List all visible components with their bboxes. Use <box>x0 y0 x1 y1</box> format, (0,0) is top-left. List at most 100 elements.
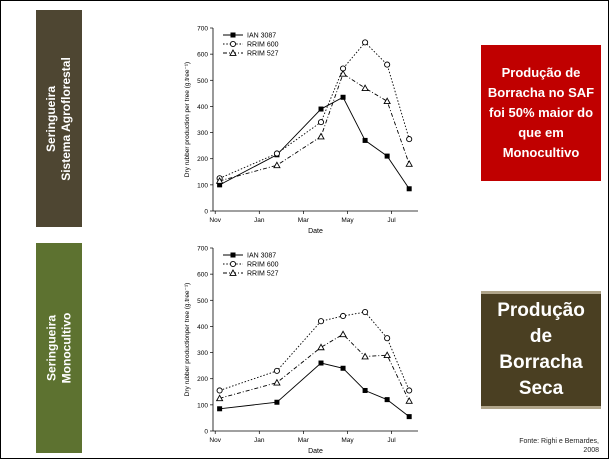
data-point <box>217 182 223 188</box>
series-line <box>219 333 410 402</box>
data-point <box>317 343 325 351</box>
y-tick-label: 500 <box>197 78 208 85</box>
legend-marker <box>229 49 237 56</box>
data-point <box>384 335 391 342</box>
sidebar-bottom-line1: Seringueira <box>44 314 59 382</box>
series-line <box>219 73 410 182</box>
callout-dry-rubber: Produção de Borracha Seca <box>481 291 601 409</box>
x-axis-label: Date <box>308 448 323 455</box>
y-tick-label: 700 <box>197 246 208 253</box>
series-ian-3087 <box>217 360 412 420</box>
x-tick-label: May <box>341 217 354 224</box>
y-axis-label: Dry rubber production per tree (g.tree⁻¹… <box>184 62 191 177</box>
x-tick-label: Nov <box>209 217 221 224</box>
data-point <box>217 406 223 412</box>
legend-marker <box>230 252 236 258</box>
legend-entry: RRIM 527 <box>247 271 279 278</box>
legend-entry: RRIM 600 <box>247 262 279 269</box>
data-point <box>215 394 224 402</box>
data-point <box>216 387 223 394</box>
data-point <box>362 137 368 143</box>
data-point <box>361 352 369 360</box>
source-citation: Fonte: Righi e Bernardes, 2008 <box>519 438 599 454</box>
x-tick-label: Jan <box>254 217 265 224</box>
data-point <box>405 397 413 404</box>
chart-agroforestry: 0 100 200 300 400 500 600 700 Nov Jan Mar May Jul Dat… <box>184 26 418 235</box>
y-tick-label: 700 <box>197 26 208 33</box>
data-point <box>340 94 346 100</box>
data-point <box>273 378 281 386</box>
data-point <box>405 160 413 167</box>
x-axis-label: Date <box>308 228 323 235</box>
data-point <box>340 365 346 371</box>
y-tick-label: 200 <box>197 376 208 383</box>
y-tick-label: 100 <box>197 402 208 409</box>
legend-marker <box>230 32 236 38</box>
data-point <box>317 119 325 126</box>
data-point <box>318 360 324 366</box>
y-tick-label: 300 <box>197 130 208 137</box>
series-rrim-600 <box>216 309 413 394</box>
legend-entry: RRIM 600 <box>247 42 279 49</box>
y-tick-label: 200 <box>197 156 208 163</box>
data-point <box>362 39 369 46</box>
callout-dry-rubber-text: Produção de Borracha Seca <box>497 300 585 399</box>
sidebar-agroforestry: Seringueira Sistema Agroflorestal <box>36 10 82 227</box>
x-tick-label: Jul <box>387 217 396 224</box>
y-tick-label: 500 <box>197 298 208 305</box>
series-ian-3087 <box>217 94 412 192</box>
data-point <box>406 186 412 192</box>
legend-entry: IAN 3087 <box>247 253 276 260</box>
y-tick-label: 400 <box>197 104 208 111</box>
data-point <box>215 177 224 184</box>
y-axis-label: Dry rubber productionper tree (g.tree⁻¹) <box>184 283 191 397</box>
data-point <box>406 414 412 420</box>
data-point <box>361 84 369 91</box>
data-point <box>384 153 390 159</box>
legend-entry: IAN 3087 <box>247 33 276 40</box>
data-point <box>383 351 391 359</box>
series-rrim-527 <box>215 330 413 404</box>
sidebar-top-line2: Sistema Agroflorestal <box>59 56 73 181</box>
data-point <box>339 330 347 338</box>
y-tick-label: 100 <box>197 182 208 189</box>
data-point <box>406 387 413 394</box>
series-line <box>219 362 410 417</box>
sidebar-bottom-line2: Monocultivo <box>59 312 74 384</box>
x-tick-label: Mar <box>298 217 310 224</box>
legend-marker <box>229 260 237 268</box>
series-line <box>219 96 410 190</box>
series-rrim-527 <box>215 69 413 184</box>
x-tick-label: Jul <box>387 437 396 444</box>
legend-marker <box>229 269 237 276</box>
data-point <box>340 312 347 320</box>
data-point <box>318 106 324 112</box>
legend-entry: RRIM 527 <box>247 51 279 58</box>
data-point <box>317 318 325 325</box>
series-line <box>219 41 410 179</box>
x-tick-label: Nov <box>209 437 221 444</box>
data-point <box>273 367 280 374</box>
callout-saf-text: Produção de Borracha no SAF foi 50% maio… <box>487 65 595 160</box>
data-point <box>273 150 280 157</box>
data-point <box>384 397 390 403</box>
data-point <box>274 399 280 405</box>
y-tick-label: 0 <box>204 209 208 216</box>
y-tick-label: 300 <box>197 350 208 357</box>
data-point <box>383 97 391 105</box>
x-tick-label: May <box>341 437 354 444</box>
chart-monoculture: 0 100 200 300 400 500 600 700 Nov Jan Mar May Jul Dat… <box>184 246 418 455</box>
data-point <box>362 309 369 316</box>
x-tick-label: Mar <box>298 437 310 444</box>
y-tick-label: 400 <box>197 324 208 331</box>
data-point <box>273 161 281 169</box>
legend-marker <box>229 40 237 48</box>
data-point <box>384 61 391 68</box>
sidebar-monoculture: Seringueira Monocultivo <box>36 243 82 453</box>
data-point <box>362 387 368 393</box>
series-rrim-600 <box>216 39 413 182</box>
data-point <box>406 136 413 143</box>
series-line <box>219 311 410 391</box>
y-tick-label: 600 <box>197 272 208 279</box>
data-point <box>339 69 347 77</box>
